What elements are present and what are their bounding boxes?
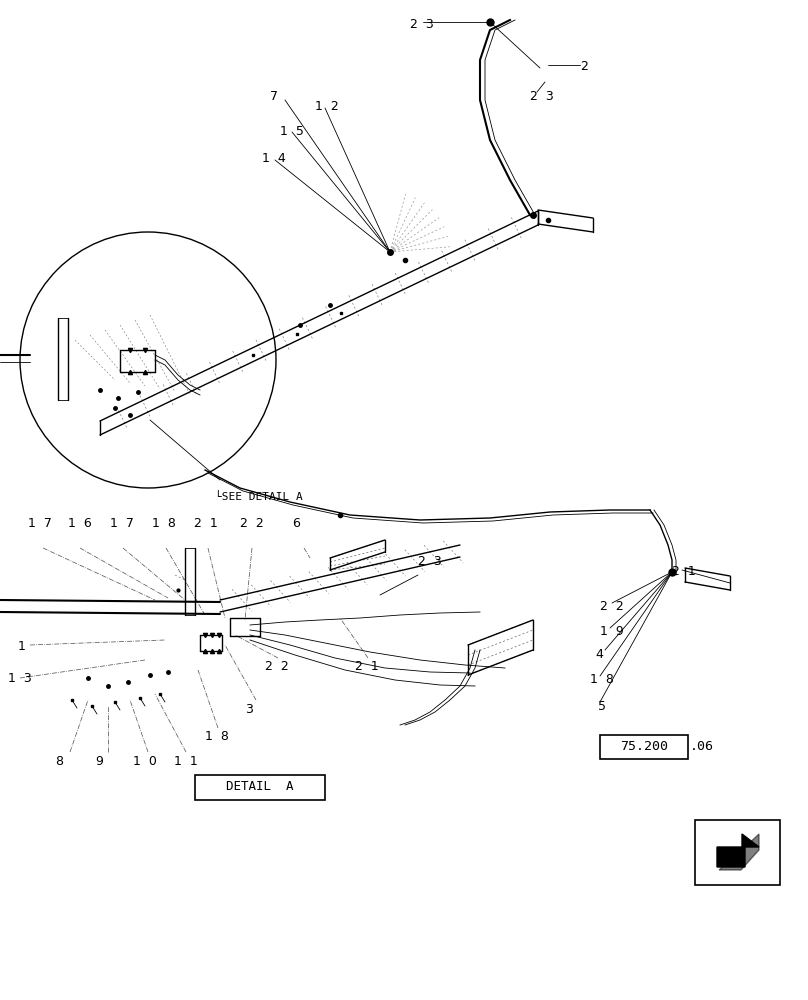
Text: 2  2: 2 2	[240, 517, 263, 530]
Text: 1  5: 1 5	[280, 125, 304, 138]
Text: 1  9: 1 9	[600, 625, 624, 638]
Text: 1  3: 1 3	[8, 672, 32, 685]
Text: 1  0: 1 0	[133, 755, 157, 768]
Text: 2: 2	[580, 60, 588, 73]
Text: .06: .06	[690, 740, 714, 754]
Text: 1: 1	[18, 640, 26, 653]
Text: DETAIL  A: DETAIL A	[226, 780, 294, 794]
Text: 2  1: 2 1	[672, 565, 696, 578]
Text: 2  3: 2 3	[530, 90, 553, 103]
Text: 5: 5	[598, 700, 606, 713]
Text: └SEE DETAIL A: └SEE DETAIL A	[215, 492, 303, 502]
Polygon shape	[719, 834, 759, 870]
Text: 7: 7	[270, 90, 278, 103]
Text: 2  1: 2 1	[355, 660, 379, 673]
Text: 1  8: 1 8	[590, 673, 614, 686]
Text: 8: 8	[55, 755, 63, 768]
Polygon shape	[717, 834, 759, 867]
Text: 6: 6	[292, 517, 300, 530]
Text: 1  7: 1 7	[28, 517, 52, 530]
Text: 2  3: 2 3	[418, 555, 442, 568]
Text: 2  2: 2 2	[265, 660, 288, 673]
Text: 2  2: 2 2	[600, 600, 624, 613]
Bar	[195, 775, 325, 800]
Text: 1  7: 1 7	[110, 517, 134, 530]
Text: 4: 4	[595, 648, 603, 661]
Text: 1  6: 1 6	[68, 517, 92, 530]
Text: 9: 9	[95, 755, 103, 768]
Bar	[695, 820, 780, 885]
Text: 2  1: 2 1	[194, 517, 217, 530]
Text: 1  1: 1 1	[174, 755, 198, 768]
Text: 1  8: 1 8	[152, 517, 176, 530]
Text: 1  8: 1 8	[205, 730, 229, 743]
Text: 1  2: 1 2	[315, 100, 339, 113]
Bar	[600, 735, 688, 759]
Text: 1  4: 1 4	[262, 152, 286, 165]
Text: 2  3: 2 3	[410, 18, 434, 31]
Text: 3: 3	[245, 703, 253, 716]
Text: 75.200: 75.200	[620, 740, 668, 754]
